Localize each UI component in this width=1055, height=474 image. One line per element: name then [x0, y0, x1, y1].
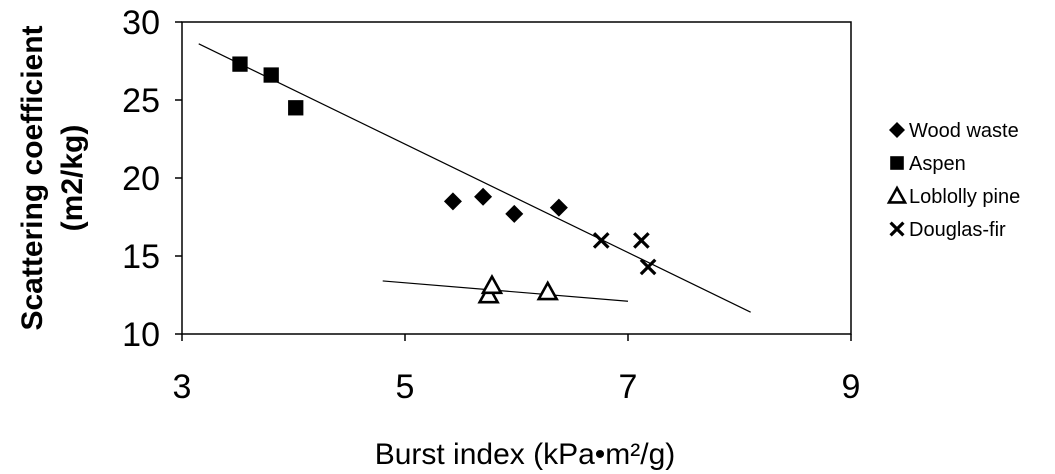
x-tick-label: 9: [842, 368, 861, 406]
y-tick-label: 30: [122, 4, 160, 42]
x-tick-label: 3: [173, 368, 192, 406]
legend-marker-aspen: [890, 156, 904, 170]
y-tick-label: 15: [122, 238, 160, 276]
point-douglas-fir: [633, 232, 650, 249]
data-points: [232, 56, 657, 304]
point-loblolly-pine: [536, 280, 559, 301]
y-tick-label: 20: [122, 160, 160, 198]
point-aspen: [263, 67, 279, 83]
point-aspen: [232, 56, 248, 72]
legend-marker-loblolly-pine: [886, 185, 908, 204]
point-wood-waste: [505, 204, 524, 223]
point-aspen: [288, 100, 304, 116]
plot-area: [181, 21, 852, 335]
x-axis-label: Burst index (kPa•m²/g): [375, 438, 676, 471]
y-tick-label: 10: [122, 316, 160, 354]
trendline: [382, 280, 629, 302]
legend-label-wood-waste: Wood waste: [909, 120, 1019, 142]
trendline: [198, 43, 751, 313]
legend-label-douglas-fir: Douglas-fir: [909, 219, 1006, 241]
x-tick-label: 7: [619, 368, 638, 406]
point-douglas-fir: [639, 258, 657, 276]
y-tick-label: 25: [122, 82, 160, 120]
y-axis-label-line2: (m2/kg): [56, 125, 89, 232]
y-axis-label: Scattering coefficient (m2/kg): [16, 25, 89, 330]
y-axis-ticks: 10 15 20 25 30: [122, 4, 182, 354]
point-wood-waste: [443, 192, 462, 211]
x-tick-label: 5: [396, 368, 415, 406]
x-axis-ticks: 3 5 7 9: [173, 334, 861, 406]
point-douglas-fir: [592, 232, 610, 249]
legend-marker-douglas-fir: [889, 221, 905, 237]
point-loblolly-pine: [480, 273, 504, 295]
legend-label-loblolly-pine: Loblolly pine: [909, 186, 1020, 208]
legend-marker-wood-waste: [889, 122, 905, 138]
legend-label-aspen: Aspen: [909, 153, 966, 175]
y-axis-label-line1: Scattering coefficient: [16, 25, 49, 330]
point-wood-waste: [549, 198, 568, 217]
point-wood-waste: [474, 187, 493, 206]
legend: Wood waste Aspen Loblolly pine Douglas-fir: [886, 120, 1020, 241]
trendlines: [198, 43, 751, 313]
